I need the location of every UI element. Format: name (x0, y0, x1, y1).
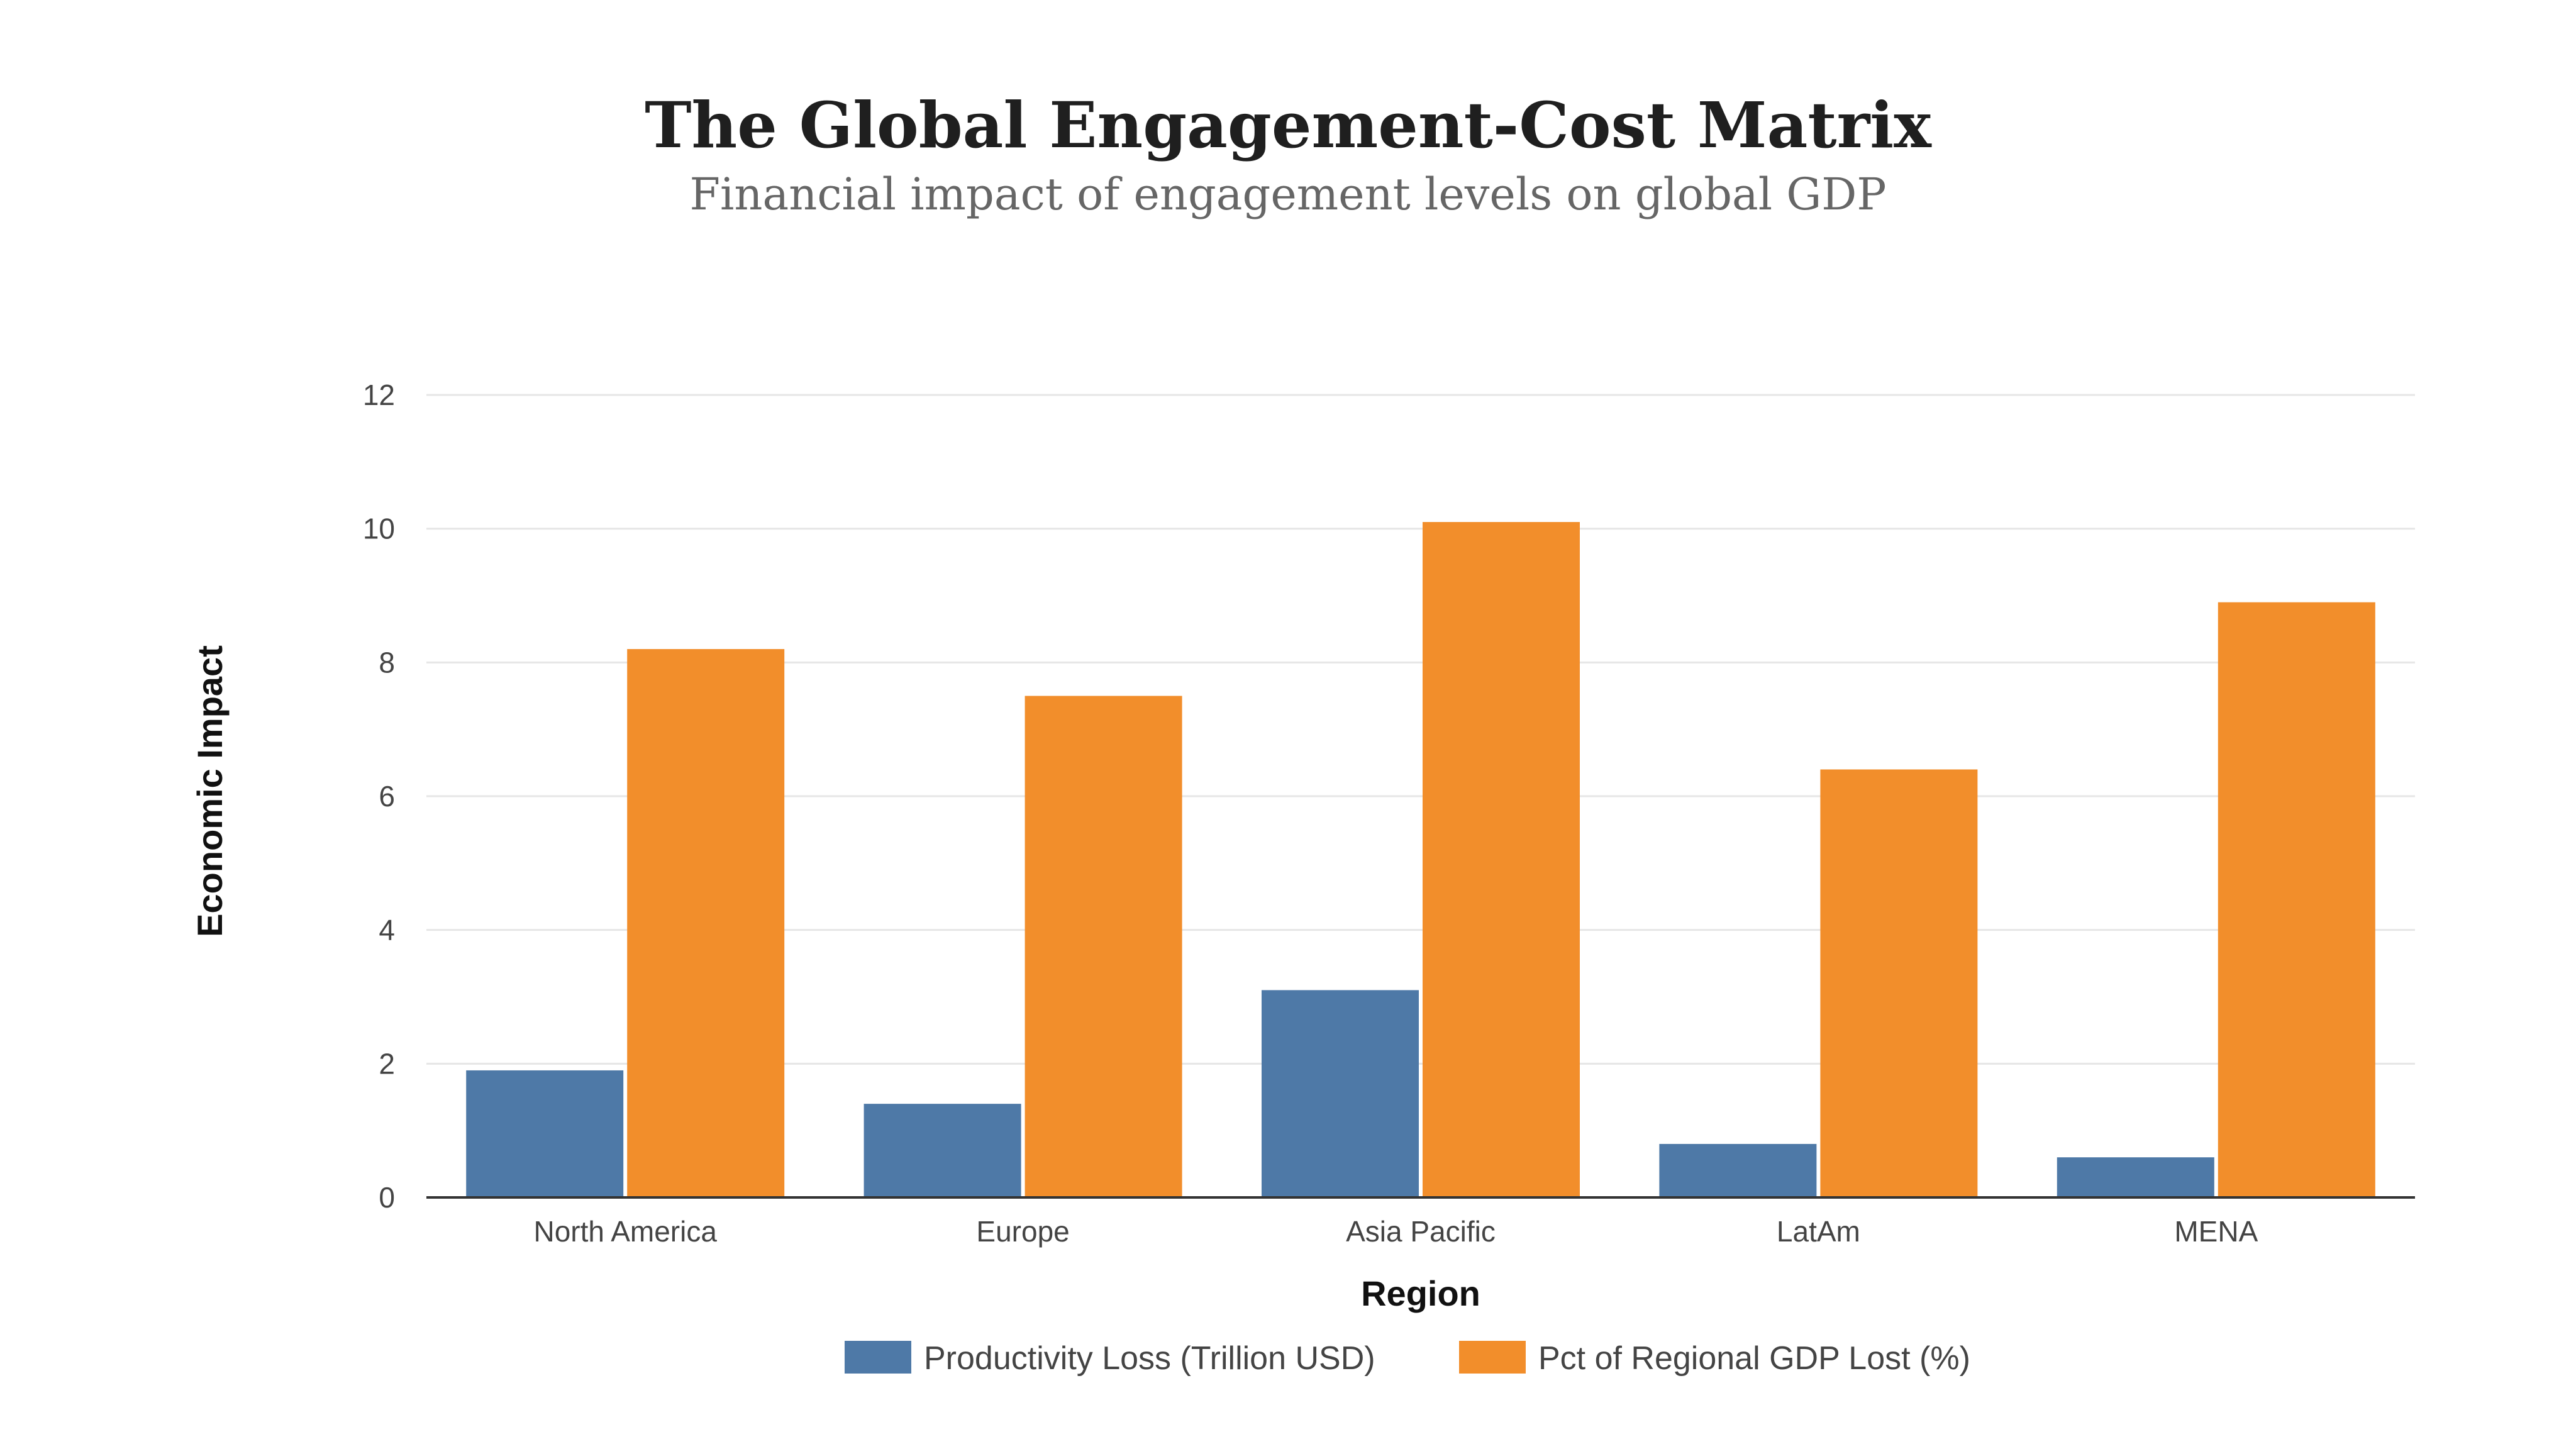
legend-label: Productivity Loss (Trillion USD) (924, 1340, 1375, 1377)
bar-gdp-lost (1423, 522, 1580, 1197)
bar-gdp-lost (2218, 602, 2375, 1197)
y-axis-ticks: 0 2 4 6 8 10 12 (363, 379, 395, 1214)
y-tick-label: 2 (379, 1047, 395, 1080)
y-tick-label: 12 (363, 379, 395, 411)
x-tick-label: LatAm (1777, 1215, 1860, 1248)
bar-productivity-loss (2057, 1157, 2214, 1197)
bar-productivity-loss (466, 1070, 624, 1197)
x-tick-label: Asia Pacific (1346, 1215, 1496, 1248)
y-tick-label: 4 (379, 914, 395, 947)
x-tick-label: Europe (976, 1215, 1069, 1248)
y-tick-label: 8 (379, 646, 395, 679)
bar-productivity-loss (1659, 1143, 1817, 1197)
bar-gdp-lost (627, 649, 785, 1197)
x-tick-label: North America (533, 1215, 717, 1248)
chart-subtitle: Financial impact of engagement levels on… (689, 169, 1887, 220)
legend-label: Pct of Regional GDP Lost (%) (1538, 1340, 1970, 1377)
bar-productivity-loss (1262, 990, 1419, 1197)
y-tick-label: 0 (379, 1181, 395, 1214)
legend-swatch (845, 1341, 911, 1374)
bar-gdp-lost (1820, 769, 1978, 1197)
bar-gdp-lost (1024, 696, 1182, 1197)
bars (466, 522, 2375, 1197)
x-tick-label: MENA (2174, 1215, 2258, 1248)
x-axis-title: Region (1361, 1274, 1480, 1313)
bar-productivity-loss (863, 1104, 1021, 1197)
legend: Productivity Loss (Trillion USD) Pct of R… (845, 1340, 1970, 1377)
y-tick-label: 10 (363, 513, 395, 545)
y-axis-title: Economic Impact (190, 645, 230, 937)
legend-swatch (1459, 1341, 1526, 1374)
y-tick-label: 6 (379, 780, 395, 813)
chart-title: The Global Engagement-Cost Matrix (645, 88, 1931, 162)
x-axis-ticks: North America Europe Asia Pacific LatAm MENA (533, 1215, 2258, 1248)
